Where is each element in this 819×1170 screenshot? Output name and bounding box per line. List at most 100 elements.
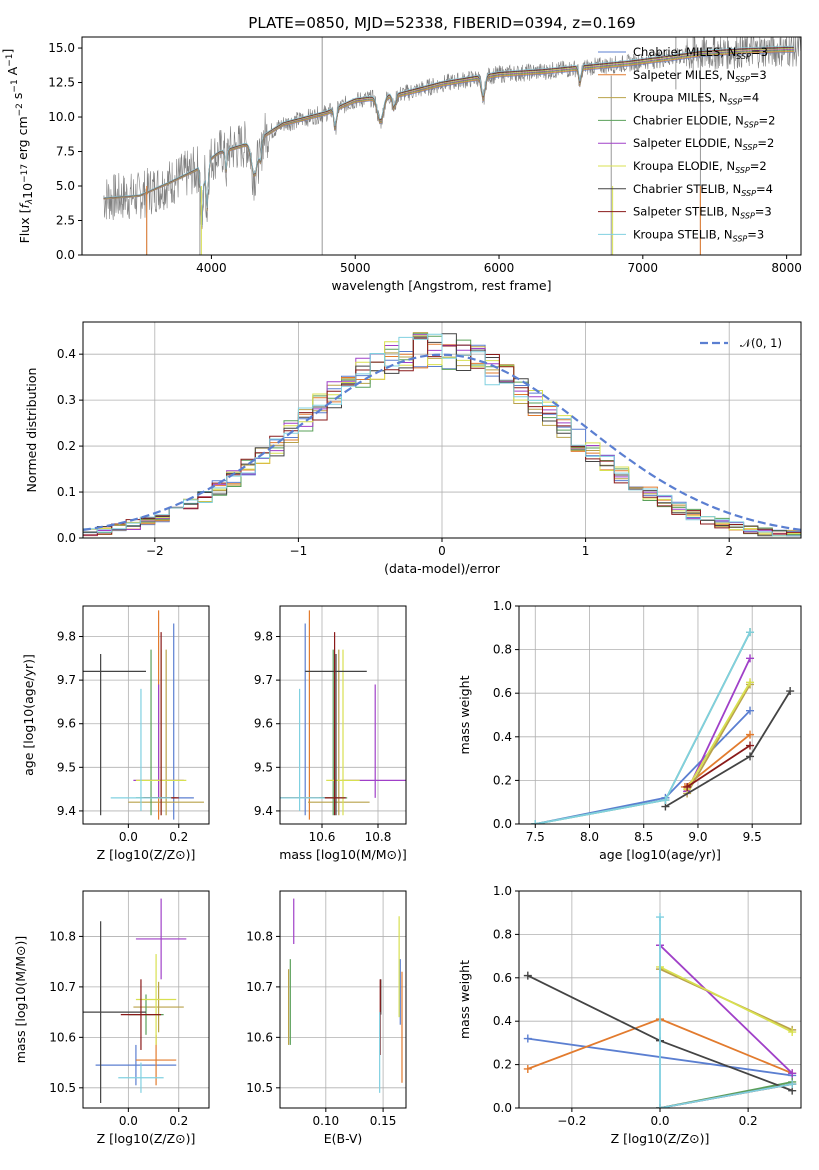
legend-entry: Salpeter MILES, NSSP=3: [633, 68, 767, 84]
x-axis-label: E(B-V): [324, 1131, 363, 1146]
legend-entry: Salpeter STELIB, NSSP=3: [633, 205, 772, 221]
legend-entry: Chabrier MILES, NSSP=3: [633, 45, 768, 61]
y-tick-label: 10.5: [49, 1081, 76, 1095]
y-tick-label: 0.2: [57, 439, 76, 453]
x-axis-label: Z [log10(Z/Z⊙)]: [611, 1131, 710, 1146]
data-spectrum: [103, 37, 801, 226]
legend-entry: Salpeter ELODIE, NSSP=2: [633, 136, 774, 152]
x-axis-label: age [log10(age/yr)]: [599, 847, 721, 862]
weight-marker: [523, 1064, 532, 1073]
plot-area: [83, 610, 204, 820]
plot-area: [83, 332, 801, 537]
y-tick-label: 12.5: [48, 76, 75, 90]
x-tick-label: 0.0: [650, 1114, 669, 1128]
x-tick-label: 0.2: [739, 1114, 758, 1128]
y-tick-label: 0.2: [493, 1058, 512, 1072]
plot-frame: [518, 605, 802, 825]
plot-area: [287, 898, 403, 1093]
weight-marker: [788, 1028, 797, 1037]
x-tick-label: 1: [582, 544, 590, 558]
y-axis-label: age [log10(age/yr)]: [21, 654, 36, 776]
weight-series-5: [686, 681, 751, 790]
y-axis-label: Normed distribution: [24, 368, 39, 493]
x-tick-label: −1: [290, 544, 308, 558]
y-tick-label: 10.5: [246, 1081, 273, 1095]
plot-area: [280, 610, 406, 820]
y-tick-label: 0.8: [493, 927, 512, 941]
y-tick-label: 1.0: [493, 599, 512, 613]
y-tick-label: 10.6: [49, 1030, 76, 1044]
y-tick-label: 0.4: [493, 1014, 512, 1028]
panel-residuals: −2 −1 0 1 2 0.0 0.1 0.2 0.3 0.4 (data-model)/error…: [24, 321, 802, 576]
weight-marker: [656, 913, 664, 922]
y-axis-label: mass [log10(M/M⊙)]: [13, 936, 28, 1064]
plot-frame: [82, 321, 802, 539]
x-tick-label: 8000: [771, 261, 802, 275]
y-tick-label: 9.5: [254, 760, 273, 774]
y-tick-label: 0.0: [493, 817, 512, 831]
y-tick-label: 15.0: [48, 41, 75, 55]
legend-entry: Kroupa STELIB, NSSP=3: [633, 227, 764, 243]
y-tick-label: 0.4: [57, 347, 76, 361]
y-tick-label: 0.6: [493, 686, 512, 700]
weight-marker: [656, 1104, 664, 1108]
legend-entry: 𝒩(0, 1): [740, 336, 782, 350]
panel-age-vs-Z: 0.0 0.2 9.4 9.5 9.6 9.7 9.8 Z [log10(Z/Z⊙)] age …: [21, 605, 210, 862]
y-tick-label: 10.8: [49, 929, 76, 943]
y-tick-label: 0.0: [57, 531, 76, 545]
plot-area: [523, 913, 797, 1108]
y-tick-label: 0.0: [493, 1101, 512, 1115]
weight-series-8: [659, 917, 793, 1108]
y-tick-label: 0.2: [493, 773, 512, 787]
model-spectrum-8: [103, 45, 794, 227]
x-axis-label: Z [log10(Z/Z⊙)]: [97, 847, 196, 862]
weight-marker: [788, 1069, 797, 1078]
legend: Chabrier MILES, NSSP=3 Salpeter MILES, NS…: [598, 45, 775, 243]
panel-weight-vs-Z: −0.2 0.0 0.2 0.0 0.2 0.4 0.6 0.8 1.0 Z [log10(Z/Z…: [457, 884, 802, 1146]
plot-frame: [81, 36, 802, 256]
x-tick-label: 10.8: [365, 830, 392, 844]
normal-curve: [83, 353, 801, 531]
y-tick-label: 10.6: [246, 1030, 273, 1044]
panel-weight-vs-age: 7.5 8.0 8.5 9.0 9.5 0.0 0.2 0.4 0.6 0.8 1.0 age [lo…: [457, 599, 802, 862]
y-tick-label: 0.3: [57, 393, 76, 407]
y-tick-label: 9.8: [254, 630, 273, 644]
weight-marker: [661, 796, 670, 805]
panel-mass-vs-Z: 0.0 0.2 10.5 10.6 10.7 10.8 Z [log10(Z/Z⊙)] mas…: [13, 890, 210, 1146]
weight-series-7: [686, 744, 751, 788]
hist-series-8: [83, 333, 801, 537]
x-tick-label: 7.5: [526, 830, 545, 844]
x-axis-label: mass [log10(M/M⊙)]: [279, 847, 407, 862]
x-tick-label: 0.2: [169, 830, 188, 844]
y-tick-label: 9.4: [254, 804, 273, 818]
weight-marker: [746, 752, 755, 761]
y-tick-label: 9.7: [57, 673, 76, 687]
weight-series-4: [686, 657, 751, 792]
weight-marker: [683, 782, 692, 791]
y-tick-label: 0.8: [493, 643, 512, 657]
y-axis-label: Flux [fλ10−17 erg cm−2 s−1 A−1]: [0, 49, 35, 244]
panel-age-vs-mass: 10.6 10.8 9.4 9.5 9.6 9.7 9.8 mass [log10(M/M⊙)…: [254, 605, 407, 862]
y-tick-label: 0.0: [56, 248, 75, 262]
weight-marker: [746, 741, 755, 750]
legend-entry: Kroupa MILES, NSSP=4: [633, 91, 759, 107]
y-tick-label: 0.4: [493, 730, 512, 744]
weight-marker: [531, 820, 540, 824]
x-tick-label: 4000: [196, 261, 227, 275]
plot-area: [83, 898, 187, 1103]
x-tick-label: −2: [146, 544, 164, 558]
weight-series-4: [659, 944, 793, 1074]
y-tick-label: 0.6: [493, 971, 512, 985]
x-tick-label: 9.0: [688, 830, 707, 844]
x-tick-label: 0.0: [119, 1114, 138, 1128]
plot-frame: [279, 890, 407, 1109]
weight-marker: [746, 654, 755, 663]
x-axis-label: Z [log10(Z/Z⊙)]: [97, 1131, 196, 1146]
weight-marker: [746, 678, 755, 687]
x-tick-label: 0: [438, 544, 446, 558]
x-tick-label: 6000: [484, 261, 515, 275]
weight-marker: [523, 971, 532, 980]
x-axis-label: wavelength [Angstrom, rest frame]: [331, 278, 551, 293]
y-tick-label: 9.7: [254, 673, 273, 687]
